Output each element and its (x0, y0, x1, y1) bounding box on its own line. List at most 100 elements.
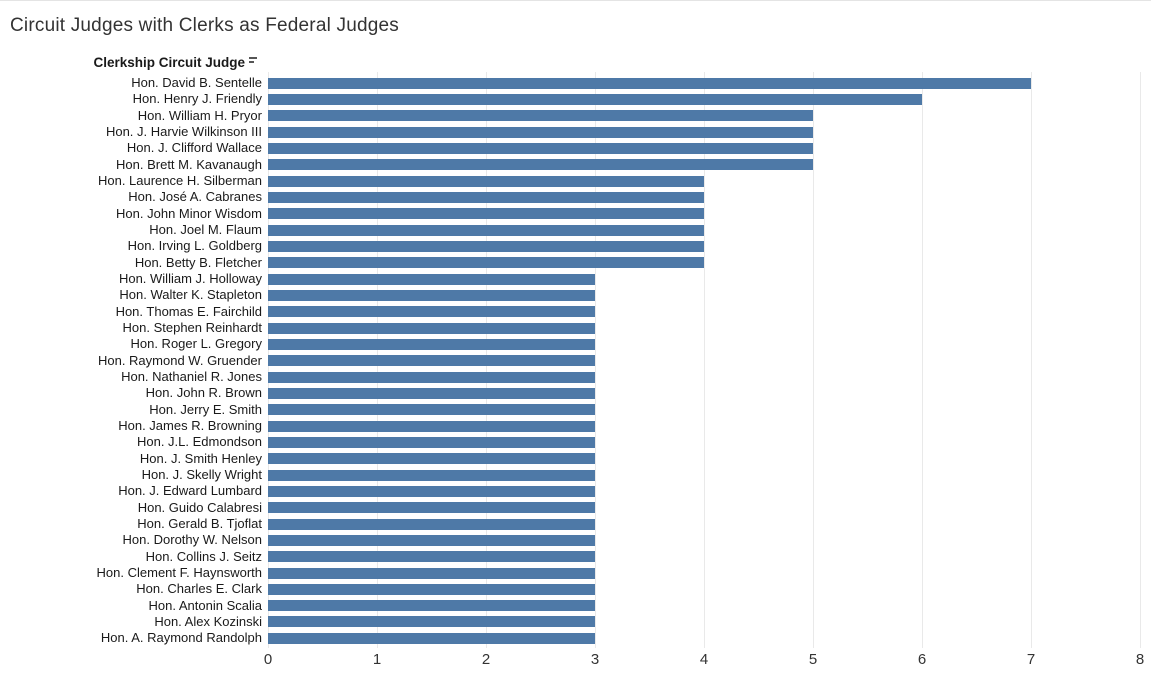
table-row: Hon. Laurence H. Silberman (0, 173, 1151, 189)
bar[interactable] (268, 191, 704, 203)
bar[interactable] (268, 567, 595, 579)
table-row: Hon. Collins J. Seitz (0, 549, 1151, 565)
judge-label[interactable]: Hon. William J. Holloway (118, 270, 262, 286)
bar[interactable] (268, 93, 922, 105)
judge-label[interactable]: Hon. J. Skelly Wright (141, 466, 262, 482)
judge-label[interactable]: Hon. A. Raymond Randolph (100, 630, 262, 646)
judge-label[interactable]: Hon. John Minor Wisdom (116, 205, 262, 221)
judge-label[interactable]: Hon. J.L. Edmondson (136, 434, 262, 450)
gridline (595, 72, 596, 648)
bar-zone (268, 222, 704, 238)
judge-label[interactable]: Hon. Antonin Scalia (148, 597, 262, 613)
judge-label[interactable]: Hon. Brett M. Kavanaugh (116, 156, 262, 172)
bar[interactable] (268, 469, 595, 481)
bar[interactable] (268, 289, 595, 301)
judge-label[interactable]: Hon. Jerry E. Smith (149, 401, 262, 417)
judge-label[interactable]: Hon. Nathaniel R. Jones (121, 368, 262, 384)
judge-label[interactable]: Hon. Stephen Reinhardt (122, 319, 262, 335)
bar[interactable] (268, 240, 704, 252)
gridline (1031, 72, 1032, 648)
judge-label[interactable]: Hon. Dorothy W. Nelson (122, 532, 262, 548)
judge-label[interactable]: Hon. J. Edward Lumbard (118, 483, 262, 499)
bar[interactable] (268, 436, 595, 448)
table-row: Hon. Walter K. Stapleton (0, 287, 1151, 303)
bar[interactable] (268, 453, 595, 465)
bar[interactable] (268, 502, 595, 514)
bar-zone (268, 206, 704, 222)
bar[interactable] (268, 110, 813, 122)
bar[interactable] (268, 175, 704, 187)
judge-label[interactable]: Hon. Henry J. Friendly (132, 91, 262, 107)
bar[interactable] (268, 257, 704, 269)
bar-zone (268, 157, 813, 173)
judge-label[interactable]: Hon. Raymond W. Gruender (97, 352, 262, 368)
bar[interactable] (268, 616, 595, 628)
bar[interactable] (268, 600, 595, 612)
bar[interactable] (268, 273, 595, 285)
table-row: Hon. Gerald B. Tjoflat (0, 516, 1151, 532)
table-row: Hon. Irving L. Goldberg (0, 238, 1151, 254)
judge-label[interactable]: Hon. J. Clifford Wallace (126, 140, 262, 156)
bar[interactable] (268, 485, 595, 497)
bar[interactable] (268, 632, 595, 644)
bar[interactable] (268, 142, 813, 154)
bar[interactable] (268, 355, 595, 367)
table-row: Hon. J. Smith Henley (0, 451, 1151, 467)
bar[interactable] (268, 306, 595, 318)
table-row: Hon. John R. Brown (0, 385, 1151, 401)
sort-descending-icon[interactable] (249, 57, 262, 69)
bar-zone (268, 385, 595, 401)
judge-label[interactable]: Hon. Gerald B. Tjoflat (137, 515, 262, 531)
bar-zone (268, 418, 595, 434)
bar[interactable] (268, 126, 813, 138)
bar-zone (268, 287, 595, 303)
bar[interactable] (268, 159, 813, 171)
bar[interactable] (268, 371, 595, 383)
judge-label[interactable]: Hon. James R. Browning (118, 417, 262, 433)
judge-label[interactable]: Hon. Irving L. Goldberg (127, 238, 262, 254)
judge-label[interactable]: Hon. J. Smith Henley (139, 450, 262, 466)
bar-zone (268, 451, 595, 467)
judge-label[interactable]: Hon. Joel M. Flaum (149, 221, 262, 237)
judge-label[interactable]: Hon. J. Harvie Wilkinson III (105, 123, 262, 139)
table-row: Hon. Stephen Reinhardt (0, 320, 1151, 336)
bar[interactable] (268, 338, 595, 350)
bar[interactable] (268, 224, 704, 236)
bar-zone (268, 304, 595, 320)
bar[interactable] (268, 77, 1031, 89)
judge-label[interactable]: Hon. José A. Cabranes (128, 189, 262, 205)
bar[interactable] (268, 534, 595, 546)
judge-label[interactable]: Hon. John R. Brown (145, 385, 262, 401)
bar-zone (268, 369, 595, 385)
judge-label[interactable]: Hon. Laurence H. Silberman (97, 172, 262, 188)
table-row: Hon. Clement F. Haynsworth (0, 565, 1151, 581)
x-axis-tick-label: 7 (1026, 651, 1036, 668)
gridline (1140, 72, 1141, 648)
bar[interactable] (268, 322, 595, 334)
judge-label[interactable]: Hon. Collins J. Seitz (145, 548, 262, 564)
gridline (704, 72, 705, 648)
bar[interactable] (268, 208, 704, 220)
judge-label[interactable]: Hon. Roger L. Gregory (130, 336, 262, 352)
judge-label[interactable]: Hon. Betty B. Fletcher (134, 254, 262, 270)
judge-label[interactable]: Hon. David B. Sentelle (131, 75, 262, 90)
judge-label[interactable]: Hon. Thomas E. Fairchild (115, 303, 262, 319)
judge-label[interactable]: Hon. Charles E. Clark (136, 581, 262, 597)
bar[interactable] (268, 387, 595, 399)
column-header-label[interactable]: Clerkship Circuit Judge (93, 54, 245, 70)
bar-rows: Hon. David B. Sentelle Hon. Henry J. Frie… (0, 75, 1151, 646)
bar[interactable] (268, 404, 595, 416)
judge-label[interactable]: Hon. Guido Calabresi (137, 499, 262, 515)
table-row: Hon. Charles E. Clark (0, 581, 1151, 597)
bar[interactable] (268, 420, 595, 432)
table-row: Hon. J. Clifford Wallace (0, 140, 1151, 156)
judge-label[interactable]: Hon. Walter K. Stapleton (119, 287, 262, 303)
table-row: Hon. J. Harvie Wilkinson III (0, 124, 1151, 140)
x-axis-tick-label: 6 (917, 651, 927, 668)
bar[interactable] (268, 551, 595, 563)
bar[interactable] (268, 583, 595, 595)
judge-label[interactable]: Hon. Clement F. Haynsworth (96, 564, 262, 580)
bar[interactable] (268, 518, 595, 530)
judge-label[interactable]: Hon. Alex Kozinski (154, 613, 262, 629)
judge-label[interactable]: Hon. William H. Pryor (137, 107, 262, 123)
